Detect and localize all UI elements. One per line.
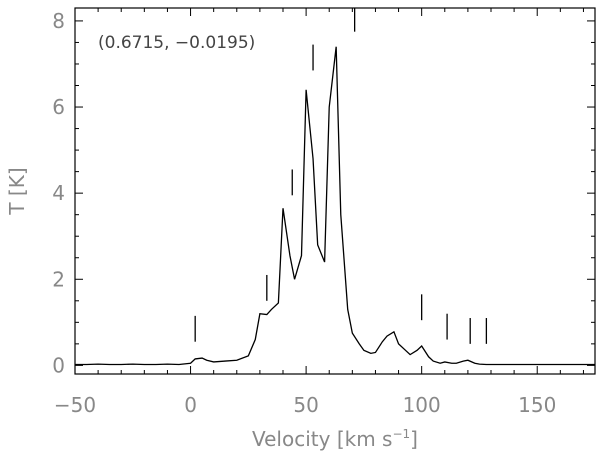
y-tick-label: 6	[52, 95, 65, 119]
x-tick-label: −50	[54, 393, 96, 417]
x-axis-ticks: −50 0 50 100 150	[54, 8, 584, 417]
x-tick-label: 0	[184, 393, 197, 417]
coordinate-annotation: (0.6715, −0.0195)	[98, 33, 255, 53]
y-axis-ticks: 0 2 4 6 8	[52, 9, 595, 377]
y-tick-label: 0	[52, 353, 65, 377]
y-axis-label: T [K]	[5, 167, 29, 215]
y-tick-label: 2	[52, 267, 65, 291]
plot-frame	[74, 7, 596, 375]
y-tick-label: 8	[52, 9, 65, 33]
x-tick-label: 100	[403, 393, 441, 417]
line-markers	[194, 8, 488, 344]
x-tick-label: 50	[293, 393, 318, 417]
y-tick-label: 4	[52, 181, 65, 205]
spectrum-line	[75, 46, 595, 366]
x-axis-label: Velocity [km s−1]	[252, 427, 418, 451]
x-tick-label: 150	[518, 393, 556, 417]
